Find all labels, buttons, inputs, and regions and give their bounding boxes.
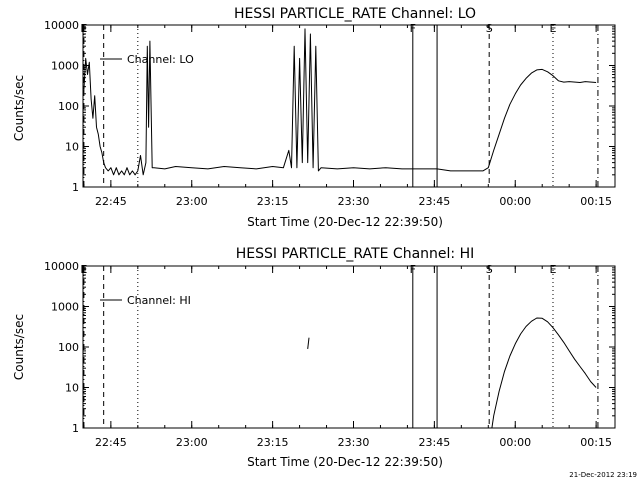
x-tick-label: 00:15 [580,436,612,449]
y-tick-label: 10000 [44,19,79,32]
y-tick-label: 1 [72,181,79,194]
y-tick-label: 100 [58,341,79,354]
event-marker-label: E [80,22,87,35]
series-line [83,28,597,176]
y-tick-label: 100 [58,100,79,113]
y-tick-label: 1 [72,422,79,435]
event-marker-label: E [550,22,557,35]
x-tick-label: 22:45 [95,195,127,208]
y-axis-label: Counts/sec [12,314,26,380]
x-tick-label: 23:00 [176,195,208,208]
y-tick-label: 1000 [51,60,79,73]
chart-panel-hi: HESSI PARTICLE_RATE Channel: HI Counts/s… [12,246,616,469]
event-marker-label: S [486,22,493,35]
y-axis-label: Counts/sec [12,75,26,141]
series-line [307,337,310,349]
legend-label: Channel: HI [127,294,191,307]
event-marker-label: F [410,22,416,35]
y-tick-label: 10 [65,141,79,154]
chart-title: HESSI PARTICLE_RATE Channel: HI [236,246,474,262]
series-line [491,317,597,429]
footer-timestamp: 21-Dec-2012 23:19 [569,471,637,479]
x-tick-label: 23:15 [257,436,289,449]
y-tick-label: 10000 [44,260,79,273]
x-tick-label: 23:15 [257,195,289,208]
x-tick-label: 23:45 [419,195,451,208]
x-tick-label: 00:00 [499,436,531,449]
x-axis-label: Start Time (20-Dec-12 22:39:50) [247,215,443,229]
x-tick-label: 23:45 [419,436,451,449]
x-tick-label: 22:45 [95,436,127,449]
event-marker-label: F [410,263,416,276]
x-tick-label: 23:30 [338,436,370,449]
x-tick-label: 23:30 [338,195,370,208]
x-tick-label: 00:15 [580,195,612,208]
event-marker-label: S [486,263,493,276]
event-marker-label: E [80,263,87,276]
chart-title: HESSI PARTICLE_RATE Channel: LO [234,6,476,22]
legend-label: Channel: LO [127,53,194,66]
y-tick-label: 10 [65,382,79,395]
y-tick-label: 1000 [51,301,79,314]
x-tick-label: 00:00 [499,195,531,208]
x-tick-label: 23:00 [176,436,208,449]
x-axis-label: Start Time (20-Dec-12 22:39:50) [247,455,443,469]
chart-panel-lo: HESSI PARTICLE_RATE Channel: LO Counts/s… [12,6,616,229]
event-marker-label: E [550,263,557,276]
